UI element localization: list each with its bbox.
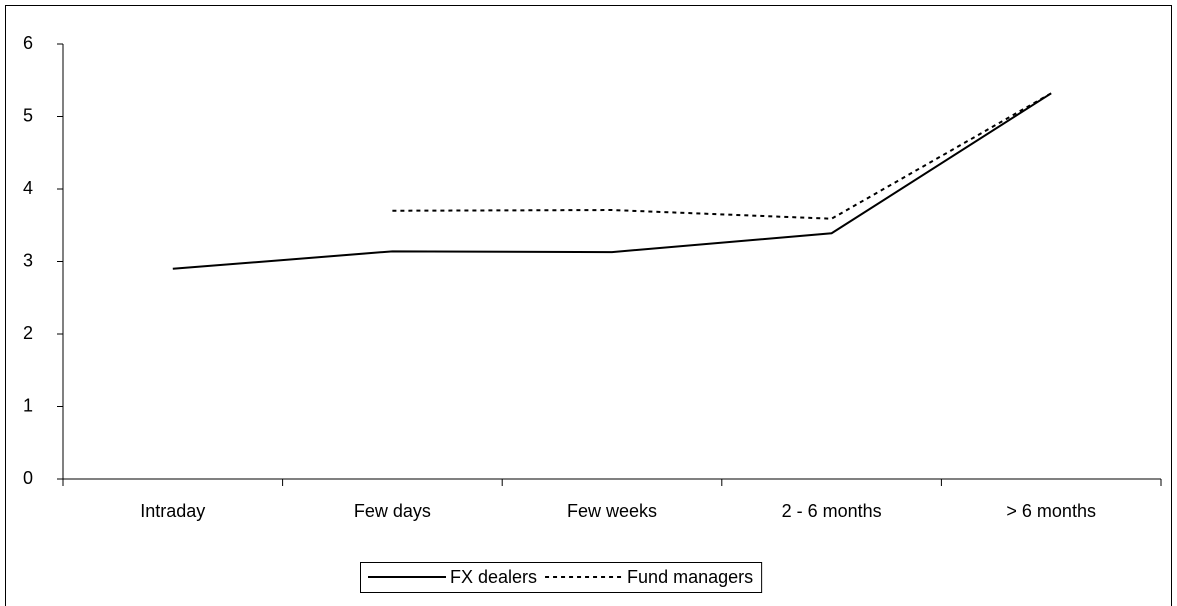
y-tick-label: 3	[23, 250, 33, 270]
x-tick-label: Intraday	[140, 501, 205, 521]
x-tick-label: Few days	[354, 501, 431, 521]
y-tick-label: 0	[23, 468, 33, 488]
chart-frame	[5, 5, 1172, 606]
legend-label: Fund managers	[627, 567, 753, 587]
y-tick-label: 1	[23, 395, 33, 415]
x-tick-label: 2 - 6 months	[782, 501, 882, 521]
x-tick-label: > 6 months	[1006, 501, 1096, 521]
y-tick-label: 5	[23, 105, 33, 125]
series-line	[392, 92, 1052, 220]
series-line	[172, 92, 1052, 270]
y-tick-label: 2	[23, 323, 33, 343]
y-tick-label: 4	[23, 178, 33, 198]
legend-label: FX dealers	[450, 567, 537, 587]
y-tick-label: 6	[23, 33, 33, 53]
x-tick-label: Few weeks	[567, 501, 657, 521]
